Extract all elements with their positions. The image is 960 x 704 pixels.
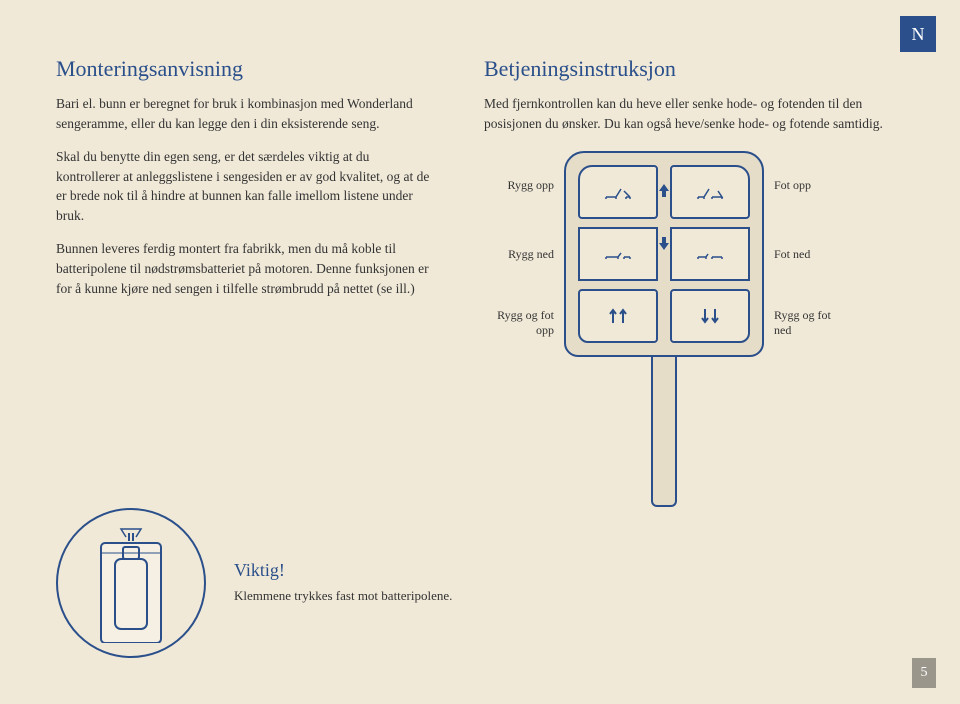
battery-clip-icon xyxy=(71,523,191,643)
montering-heading: Monteringsanvisning xyxy=(56,56,436,82)
double-arrow-down-icon xyxy=(699,305,721,327)
page-number: 5 xyxy=(912,658,936,688)
arrow-down-icon xyxy=(656,235,672,253)
language-tab: N xyxy=(900,16,936,52)
montering-p1: Bari el. bunn er beregnet for bruk i kom… xyxy=(56,94,436,133)
bed-foot-up-icon xyxy=(696,185,724,199)
betjening-p1: Med fjernkontrollen kan du heve eller se… xyxy=(484,94,884,133)
betjening-heading: Betjeningsinstruksjon xyxy=(484,56,884,82)
montering-p3: Bunnen leveres ferdig montert fra fabrik… xyxy=(56,239,436,298)
remote-labels-left: Rygg opp Rygg ned Rygg og fot opp xyxy=(484,151,564,357)
btn-both-up xyxy=(578,289,658,343)
viktig-text: Viktig! Klemmene trykkes fast mot batter… xyxy=(234,560,452,606)
viktig-body: Klemmene trykkes fast mot batteripolene. xyxy=(234,587,452,606)
remote-center-arrows xyxy=(656,181,672,253)
montering-p2: Skal du benytte din egen seng, er det sæ… xyxy=(56,147,436,225)
arrow-up-icon xyxy=(656,181,672,199)
remote-diagram: Rygg opp Rygg ned Rygg og fot opp xyxy=(484,151,884,507)
btn-fot-ned xyxy=(670,227,750,281)
battery-illustration xyxy=(56,508,206,658)
remote-labels-right: Fot opp Fot ned Rygg og fot ned xyxy=(764,151,844,357)
btn-rygg-opp xyxy=(578,165,658,219)
viktig-block: Viktig! Klemmene trykkes fast mot batter… xyxy=(56,508,452,658)
left-column: Monteringsanvisning Bari el. bunn er ber… xyxy=(56,56,436,507)
label-fot-ned: Fot ned xyxy=(774,226,844,282)
label-rygg-opp: Rygg opp xyxy=(484,157,554,213)
right-column: Betjeningsinstruksjon Med fjernkontrolle… xyxy=(484,56,884,507)
btn-fot-opp xyxy=(670,165,750,219)
remote-top xyxy=(564,151,764,357)
double-arrow-up-icon xyxy=(607,305,629,327)
main-content: Monteringsanvisning Bari el. bunn er ber… xyxy=(0,0,960,507)
label-fot-opp: Fot opp xyxy=(774,157,844,213)
label-rygg-ned: Rygg ned xyxy=(484,226,554,282)
btn-rygg-ned xyxy=(578,227,658,281)
remote-body xyxy=(564,151,764,507)
remote-handle xyxy=(651,357,677,507)
label-rygg-fot-ned: Rygg og fot ned xyxy=(774,295,844,351)
bed-head-down-icon xyxy=(604,247,632,261)
viktig-heading: Viktig! xyxy=(234,560,452,581)
btn-both-down xyxy=(670,289,750,343)
bed-foot-down-icon xyxy=(696,247,724,261)
label-rygg-fot-opp: Rygg og fot opp xyxy=(484,295,554,351)
bed-head-up-icon xyxy=(604,185,632,199)
